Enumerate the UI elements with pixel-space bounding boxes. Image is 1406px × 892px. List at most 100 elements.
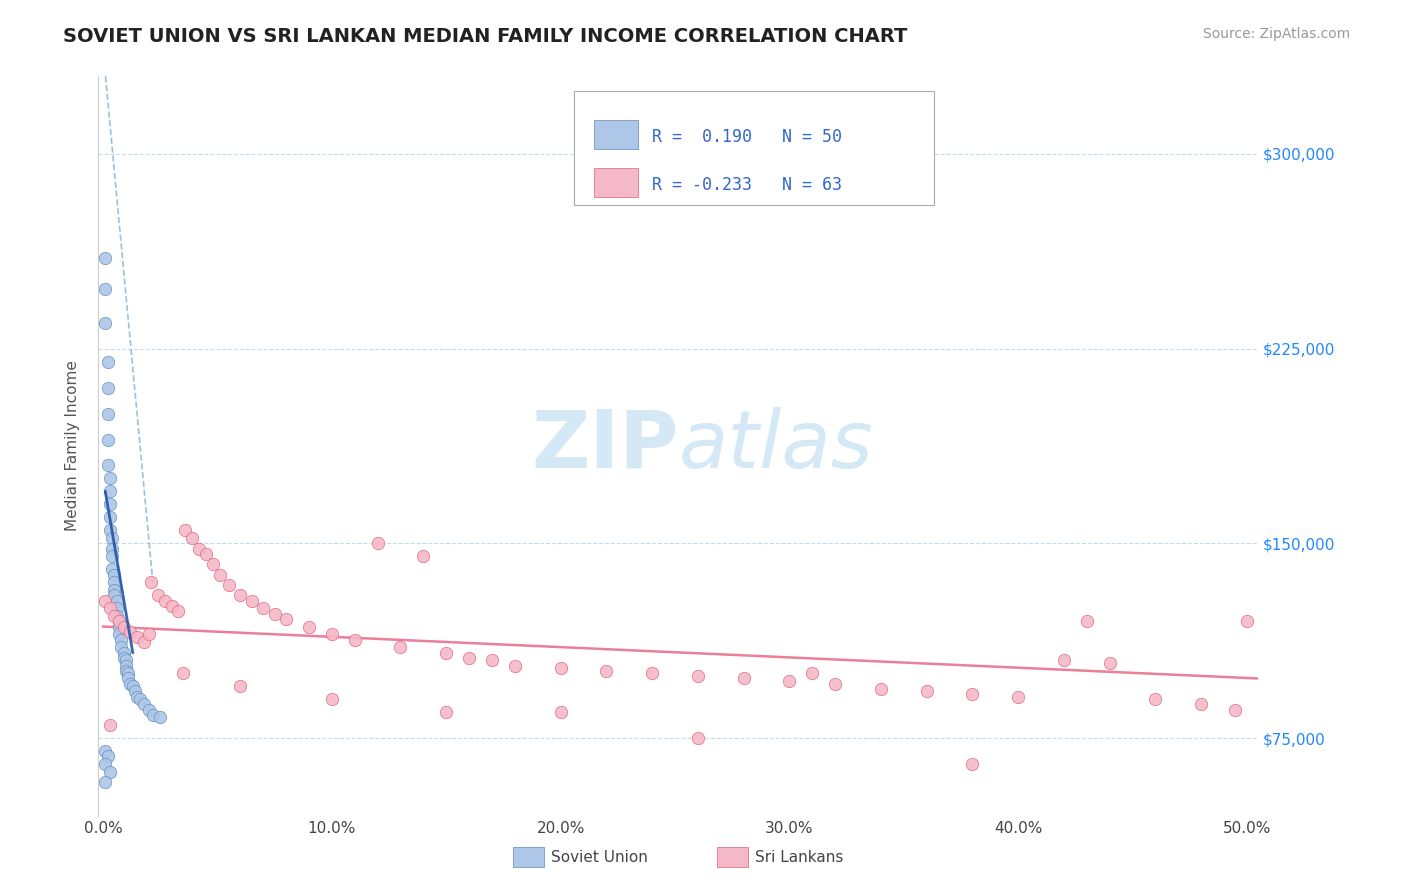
Point (112, 650, 135, 665)
Point (434, 706, 457, 720)
Text: ZIP: ZIP (531, 407, 678, 485)
Point (121, 679, 143, 693)
Point (98, 484, 121, 499)
Point (124, 684, 146, 698)
Point (263, 607, 285, 621)
Point (240, 593, 263, 607)
Point (117, 672, 139, 686)
Point (641, 666, 664, 681)
Point (101, 531, 124, 545)
Text: Soviet Union: Soviet Union (551, 850, 648, 864)
Point (167, 604, 190, 618)
Point (98, 471, 121, 485)
Point (343, 632, 366, 647)
Point (503, 658, 526, 673)
Bar (593, 169, 638, 197)
Point (98, 764, 121, 779)
Point (101, 562, 124, 576)
Text: SOVIET UNION VS SRI LANKAN MEDIAN FAMILY INCOME CORRELATION CHART: SOVIET UNION VS SRI LANKAN MEDIAN FAMILY… (63, 27, 908, 45)
Point (686, 669, 709, 683)
Point (98, 524, 121, 538)
Point (550, 706, 572, 720)
Point (110, 640, 132, 655)
Point (153, 593, 176, 607)
Point (160, 599, 183, 613)
Point (778, 674, 800, 689)
Point (252, 601, 274, 615)
Point (298, 619, 321, 633)
Point (146, 588, 169, 602)
Point (115, 653, 138, 667)
Point (1076, 615, 1098, 629)
Point (181, 531, 204, 545)
Point (134, 635, 156, 649)
Point (98, 601, 121, 615)
Point (94, 593, 117, 607)
Point (108, 615, 131, 629)
Point (870, 681, 893, 696)
Point (321, 692, 343, 706)
Point (98, 510, 121, 524)
Point (321, 627, 343, 641)
Point (229, 588, 252, 602)
Point (201, 558, 224, 572)
Point (801, 666, 824, 681)
Point (1236, 615, 1258, 629)
Point (208, 567, 231, 582)
Point (105, 593, 128, 607)
Point (101, 541, 124, 556)
Point (218, 578, 240, 592)
Point (412, 549, 434, 564)
Point (367, 536, 389, 550)
Text: atlas: atlas (678, 407, 873, 485)
Point (274, 612, 297, 626)
Point (550, 661, 572, 675)
Point (97, 354, 120, 368)
Point (115, 658, 138, 673)
Point (120, 624, 142, 639)
Point (1098, 656, 1121, 670)
Point (101, 549, 124, 564)
Point (149, 710, 172, 724)
Point (98, 718, 121, 732)
Point (138, 703, 160, 717)
Point (686, 731, 709, 746)
Point (112, 619, 135, 633)
Point (229, 679, 252, 693)
Point (733, 672, 755, 686)
Point (103, 575, 125, 590)
Point (97, 407, 120, 421)
Y-axis label: Median Family Income: Median Family Income (65, 360, 80, 532)
Point (103, 583, 125, 598)
Point (1225, 703, 1247, 717)
Point (139, 575, 162, 590)
Point (94, 757, 117, 772)
Point (97, 433, 120, 447)
Point (174, 524, 197, 538)
Point (112, 646, 135, 660)
Point (1144, 692, 1167, 706)
Point (103, 567, 125, 582)
Point (962, 757, 984, 772)
Point (142, 707, 165, 722)
Point (962, 687, 984, 701)
Point (120, 676, 142, 690)
Point (117, 666, 139, 681)
Point (127, 630, 149, 644)
Point (915, 684, 938, 698)
Text: R =  0.190   N = 50: R = 0.190 N = 50 (652, 128, 842, 145)
Point (108, 615, 131, 629)
Point (824, 676, 846, 690)
Point (1007, 690, 1029, 704)
Point (105, 601, 128, 615)
Point (172, 666, 194, 681)
Point (108, 619, 131, 633)
Bar (593, 120, 638, 149)
Point (389, 640, 412, 655)
Point (103, 609, 125, 624)
Point (458, 650, 481, 665)
Point (105, 609, 128, 624)
Point (108, 627, 131, 641)
Point (134, 698, 156, 712)
Point (128, 692, 150, 706)
